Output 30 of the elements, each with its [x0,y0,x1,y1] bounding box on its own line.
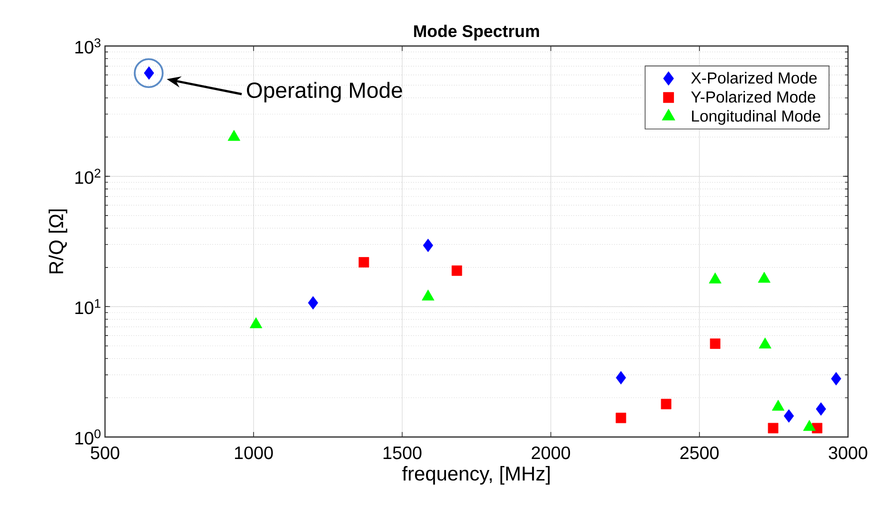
y-tick-label: 10$^{0}$ [75,429,100,445]
annotation: Operating Mode [246,82,402,102]
point [358,257,370,268]
x-tick-label: 3000 [828,446,868,460]
point [422,238,434,252]
y-tick-label: 10$^{2}$ [75,168,100,184]
y-axis-title: R/Q [Ω] [48,209,68,274]
point [308,296,318,310]
x-tick-label: 500 [90,446,120,460]
x-axis-title: frequency, [MHz] [402,466,550,485]
x-tick-label: 2500 [680,446,719,460]
point [616,412,626,424]
x-tick-label: 1500 [384,446,422,460]
point [452,265,462,276]
legend-label: Longitudinal Mode [692,110,820,125]
chart-title: Mode Spectrum [414,24,539,40]
point [816,402,826,416]
y-tick-label: 10$^{3}$ [75,38,100,54]
point [768,422,778,434]
legend-label: X-Polarized Mode [691,72,817,84]
point [784,409,794,423]
point [616,371,626,384]
y-tick-label: 10$^{1}$ [75,299,100,314]
point [831,372,842,386]
point [710,338,720,349]
point [422,290,434,301]
point [660,398,672,410]
x-tick-label: 1000 [235,446,273,460]
x-tick-label: 2000 [532,446,570,460]
legend-label: Y-Polarized Mode [691,90,816,103]
